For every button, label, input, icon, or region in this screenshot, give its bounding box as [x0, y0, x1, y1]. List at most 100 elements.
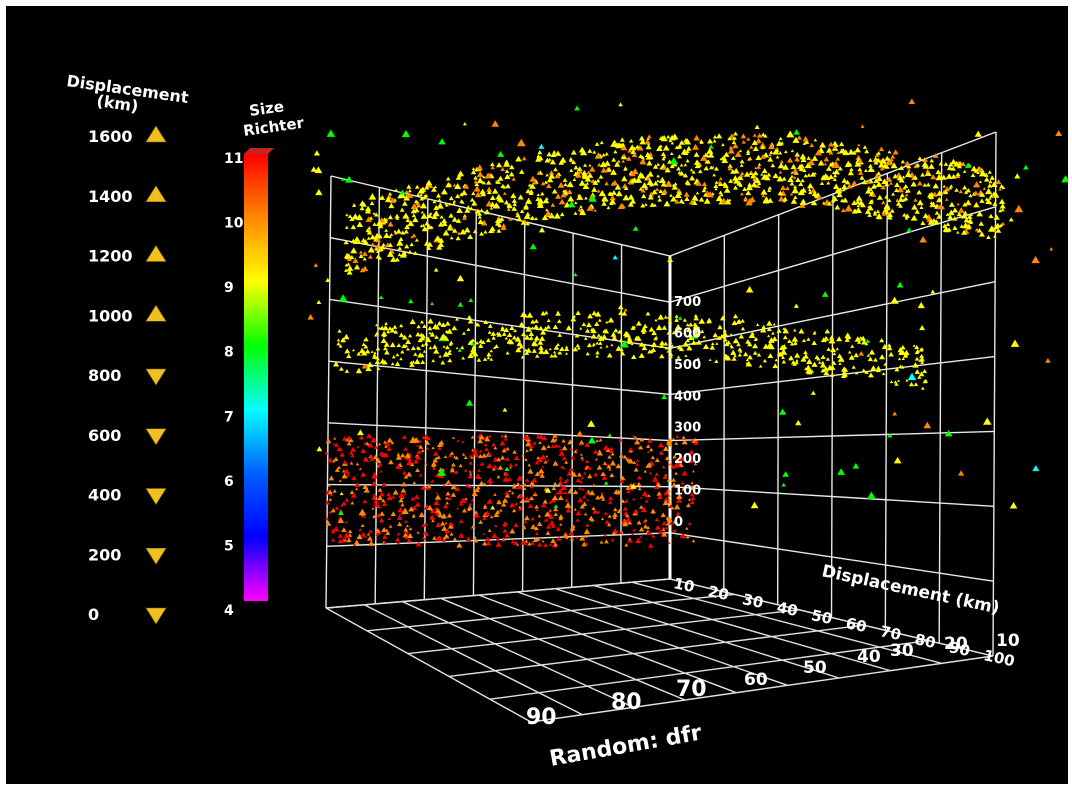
data-point [430, 479, 435, 483]
data-point [419, 196, 424, 201]
data-point [606, 167, 612, 172]
data-point [470, 524, 476, 529]
data-point [672, 454, 677, 459]
data-point [404, 452, 411, 458]
data-point [584, 541, 589, 545]
data-point [662, 499, 669, 506]
data-point [638, 504, 644, 509]
data-point [806, 358, 813, 365]
data-point [658, 188, 664, 194]
data-point [647, 170, 654, 177]
data-point [467, 352, 474, 359]
data-point [404, 343, 408, 348]
plot-viewport[interactable]: 90 80 70 60 50 40 30 20 10 Random: dfr 10 20 30 40 50 6… [6, 6, 1068, 784]
data-point [737, 352, 742, 357]
data-point [974, 227, 979, 232]
data-point [558, 450, 565, 456]
data-point [810, 201, 815, 205]
data-point [920, 386, 925, 390]
data-point [675, 497, 683, 503]
data-point [363, 457, 369, 462]
data-point [793, 195, 798, 200]
data-point [633, 435, 638, 440]
data-point [832, 140, 838, 146]
data-point [748, 332, 756, 338]
data-point [904, 189, 909, 193]
data-point [891, 192, 896, 196]
data-point [716, 133, 723, 139]
data-point [511, 491, 515, 495]
data-point [407, 532, 414, 538]
data-point [313, 262, 319, 267]
data-point [431, 464, 436, 468]
data-point [612, 254, 618, 260]
data-point [379, 511, 385, 516]
data-point [460, 345, 465, 350]
data-point [692, 437, 699, 444]
data-point [706, 147, 714, 154]
data-point [653, 203, 657, 207]
data-point [697, 169, 703, 174]
data-point [366, 532, 371, 536]
data-point [433, 499, 440, 506]
data-point [353, 539, 360, 545]
data-point [654, 457, 660, 463]
data-point [685, 180, 691, 186]
data-point [566, 181, 574, 188]
data-point [529, 484, 534, 489]
data-point [805, 369, 810, 374]
data-point [538, 348, 545, 354]
data-point [676, 166, 681, 171]
data-point [927, 218, 935, 225]
data-point [442, 229, 450, 236]
data-point [572, 346, 578, 352]
data-point [386, 442, 391, 447]
data-point [603, 539, 609, 544]
data-point [923, 421, 932, 429]
data-point [346, 537, 352, 543]
data-point [483, 230, 488, 234]
x-tick-label: 10 [996, 631, 1020, 651]
data-point [364, 348, 371, 354]
data-point [503, 160, 511, 167]
data-point [706, 318, 712, 324]
data-point [732, 313, 739, 319]
data-point [870, 199, 874, 203]
data-point [423, 240, 430, 246]
size-legend-label: 1600 [88, 127, 133, 146]
data-point [384, 196, 392, 203]
data-point [573, 489, 579, 495]
data-point [486, 498, 493, 504]
data-point [767, 143, 776, 150]
data-point [456, 507, 459, 510]
data-point [525, 449, 529, 453]
data-point [942, 223, 948, 228]
data-point [474, 191, 482, 198]
data-point [866, 353, 870, 357]
data-point [386, 494, 393, 501]
data-point [848, 162, 853, 167]
data-point [508, 462, 514, 467]
size-legend-label: 1200 [88, 247, 133, 266]
data-point [424, 435, 431, 441]
data-point [954, 187, 959, 192]
data-point [657, 442, 664, 448]
data-point [843, 372, 848, 377]
data-point [570, 471, 578, 477]
data-point [468, 297, 474, 302]
data-point [957, 163, 963, 169]
data-point [583, 163, 588, 167]
data-point [646, 178, 654, 185]
data-point [581, 322, 587, 327]
data-point [546, 176, 554, 183]
data-point [327, 484, 331, 487]
data-point [950, 173, 957, 179]
data-point [793, 185, 798, 189]
data-point [379, 469, 383, 473]
data-point [841, 177, 848, 183]
grid-line [992, 131, 997, 657]
data-point [953, 161, 960, 167]
data-point [752, 133, 757, 137]
data-point [681, 435, 686, 439]
data-point [577, 486, 582, 490]
